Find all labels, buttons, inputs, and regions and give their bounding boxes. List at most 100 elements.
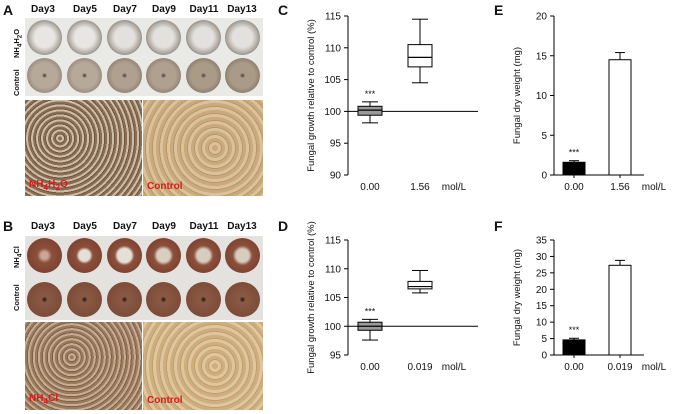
x-tick-label: 0.00: [360, 182, 380, 193]
panel-letter-d: D: [278, 218, 289, 234]
petri-dish: [107, 238, 142, 273]
y-tick-label: 15: [536, 301, 548, 312]
panel-letter-e: E: [494, 2, 504, 18]
y-tick-label: 5: [541, 131, 547, 142]
petri-dish: [67, 238, 102, 273]
x-tick-label: 0.00: [564, 182, 584, 193]
y-tick-label: 10: [536, 91, 548, 102]
x-unit-label: mol/L: [642, 182, 667, 193]
y-axis-label: Fungal dry weight (mg): [512, 47, 523, 144]
y-tick-label: 110: [325, 43, 341, 54]
y-tick-label: 5: [541, 334, 547, 345]
day-label: Day13: [227, 4, 257, 15]
dish-photo-strip: [25, 236, 263, 320]
x-tick-label: 0.00: [360, 362, 380, 373]
panel-letter-b: B: [3, 218, 14, 234]
y-tick-label: 0: [541, 351, 547, 362]
petri-dish: [146, 20, 181, 55]
row-label-control: Control: [12, 69, 21, 96]
day-label: Day7: [113, 221, 137, 232]
petri-dish: [186, 238, 221, 273]
panel-letter-f: F: [494, 218, 503, 234]
petri-dish: [225, 238, 260, 273]
y-tick-label: 90: [330, 171, 342, 182]
y-tick-label: 35: [536, 236, 548, 247]
y-tick-label: 0: [541, 171, 547, 182]
petri-dish: [186, 282, 221, 317]
petri-dish: [146, 238, 181, 273]
panel-letter-c: C: [278, 2, 289, 18]
y-tick-label: 105: [324, 293, 341, 304]
petri-dish: [225, 20, 260, 55]
petri-dish: [67, 282, 102, 317]
x-tick-label: 0.00: [564, 362, 584, 373]
y-tick-label: 10: [536, 318, 548, 329]
box: [407, 44, 433, 68]
y-axis-label: Fungal dry weight (mg): [512, 249, 523, 346]
petri-dish: [67, 20, 102, 55]
y-tick-label: 100: [324, 107, 341, 118]
significance-label: ***: [569, 148, 580, 158]
petri-dish: [67, 58, 102, 93]
bar: [562, 339, 586, 356]
petri-dish: [186, 20, 221, 55]
y-tick-label: 110: [325, 264, 341, 275]
petri-dish: [225, 58, 260, 93]
chart-e-barplot: 0 5 10 15 20 Fungal dry weight (mg) *** 0.00 1.5…: [512, 12, 667, 194]
panel-letter-a: A: [3, 2, 14, 18]
day-label: Day5: [73, 4, 97, 15]
y-axis-label: Fungal growth relative to control (%): [306, 19, 317, 172]
micrograph-control: Control: [143, 100, 263, 196]
day-label: Day11: [189, 4, 219, 15]
micrograph-label: NH4Cl: [29, 393, 59, 406]
y-tick-label: 20: [536, 12, 548, 23]
box: [407, 280, 433, 290]
bar: [562, 161, 586, 176]
y-tick-label: 100: [324, 322, 341, 333]
petri-dish: [186, 58, 221, 93]
petri-dish: [146, 58, 181, 93]
y-tick-label: 115: [325, 12, 341, 23]
y-tick-label: 105: [324, 75, 341, 86]
petri-dish: [27, 20, 62, 55]
day-label: Day5: [73, 221, 97, 232]
petri-dish: [225, 282, 260, 317]
y-tick-label: 20: [536, 285, 548, 296]
significance-label: ***: [569, 325, 580, 335]
micrograph-label: NH4H2O: [29, 179, 68, 192]
day-label: Day3: [31, 4, 55, 15]
petri-dish: [27, 238, 62, 273]
micrograph-control: Control: [143, 322, 263, 410]
day-label: Day9: [152, 221, 176, 232]
row-label-treatment: NH4H2O: [12, 28, 24, 58]
significance-label: ***: [365, 306, 376, 316]
chart-f-barplot: 0 5 10 15 20 25 30 35 Fungal dry weight (mg) *** 0…: [512, 236, 667, 374]
row-label-treatment: NH4Cl: [12, 246, 24, 268]
x-tick-label: 0.019: [607, 362, 632, 373]
y-tick-label: 115: [325, 236, 341, 247]
micrograph-label: Control: [147, 181, 183, 192]
bar: [608, 264, 632, 356]
day-label: Day3: [31, 221, 55, 232]
chart-c-boxplot: 90 95 100 105 110 115 Fungal growth relative t…: [306, 12, 478, 193]
petri-dish: [27, 58, 62, 93]
x-tick-label: 0.019: [407, 362, 432, 373]
y-tick-label: 25: [536, 268, 548, 279]
y-axis-label: Fungal growth relative to control (%): [306, 221, 317, 374]
y-tick-label: 15: [536, 51, 548, 62]
significance-label: ***: [365, 89, 376, 99]
day-label: Day7: [113, 4, 137, 15]
micrograph-label: Control: [147, 395, 183, 406]
x-tick-label: 1.56: [410, 182, 430, 193]
micrograph-treatment: NH4Cl: [25, 322, 142, 410]
x-unit-label: mol/L: [642, 362, 667, 373]
petri-dish: [27, 282, 62, 317]
petri-dish: [107, 282, 142, 317]
y-tick-label: 30: [536, 252, 548, 263]
petri-dish: [107, 58, 142, 93]
petri-dish: [146, 282, 181, 317]
dish-photo-strip: [25, 18, 263, 96]
day-label: Day11: [189, 221, 219, 232]
petri-dish: [107, 20, 142, 55]
y-tick-label: 95: [330, 351, 342, 362]
